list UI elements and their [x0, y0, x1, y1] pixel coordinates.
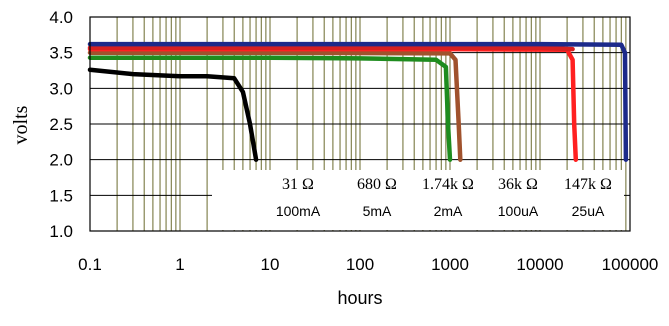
resistance-label: 680 Ω [357, 176, 397, 193]
current-label: 5mA [363, 203, 392, 219]
series-line-3 [87, 50, 463, 162]
y-tick-label: 3.5 [49, 44, 73, 63]
series-line-2 [87, 55, 453, 162]
x-tick-label: 10 [261, 255, 280, 274]
x-tick-label: 100 [346, 255, 374, 274]
y-tick-label: 2.0 [49, 151, 73, 170]
tick-labels: 0.1 1 10 100 1000 10000 100000 1.0 1.5 2.0 2.5 3.0 3… [49, 8, 658, 274]
series-lines [87, 41, 629, 162]
current-label: 2mA [434, 203, 463, 219]
series-line-1 [87, 67, 259, 162]
y-tick-label: 1.5 [49, 186, 73, 205]
series-line-5 [87, 45, 575, 52]
series-line-6 [87, 41, 629, 162]
x-tick-label: 1 [175, 255, 184, 274]
resistance-label: 147k Ω [564, 176, 612, 193]
annotation-box [212, 170, 624, 230]
current-label: 100uA [498, 203, 539, 219]
y-tick-label: 1.0 [49, 222, 73, 241]
y-axis-label: volts [10, 105, 32, 144]
y-tick-label: 2.5 [49, 115, 73, 134]
x-tick-label: 10000 [516, 255, 563, 274]
current-label: 100mA [276, 203, 321, 219]
resistance-label: 1.74k Ω [422, 176, 474, 193]
x-tick-label: 1000 [431, 255, 469, 274]
x-axis-label: hours [337, 288, 382, 308]
annotations: 31 Ω 680 Ω 1.74k Ω 36k Ω 147k Ω 100mA 5mA 2mA 10… [276, 176, 612, 219]
resistance-label: 36k Ω [498, 176, 538, 193]
resistance-label: 31 Ω [282, 176, 314, 193]
current-label: 25uA [572, 203, 605, 219]
x-tick-label: 100000 [602, 255, 659, 274]
y-tick-label: 3.0 [49, 79, 73, 98]
plot-frame [89, 16, 631, 232]
y-tick-label: 4.0 [49, 8, 73, 27]
x-tick-label: 0.1 [78, 255, 102, 274]
